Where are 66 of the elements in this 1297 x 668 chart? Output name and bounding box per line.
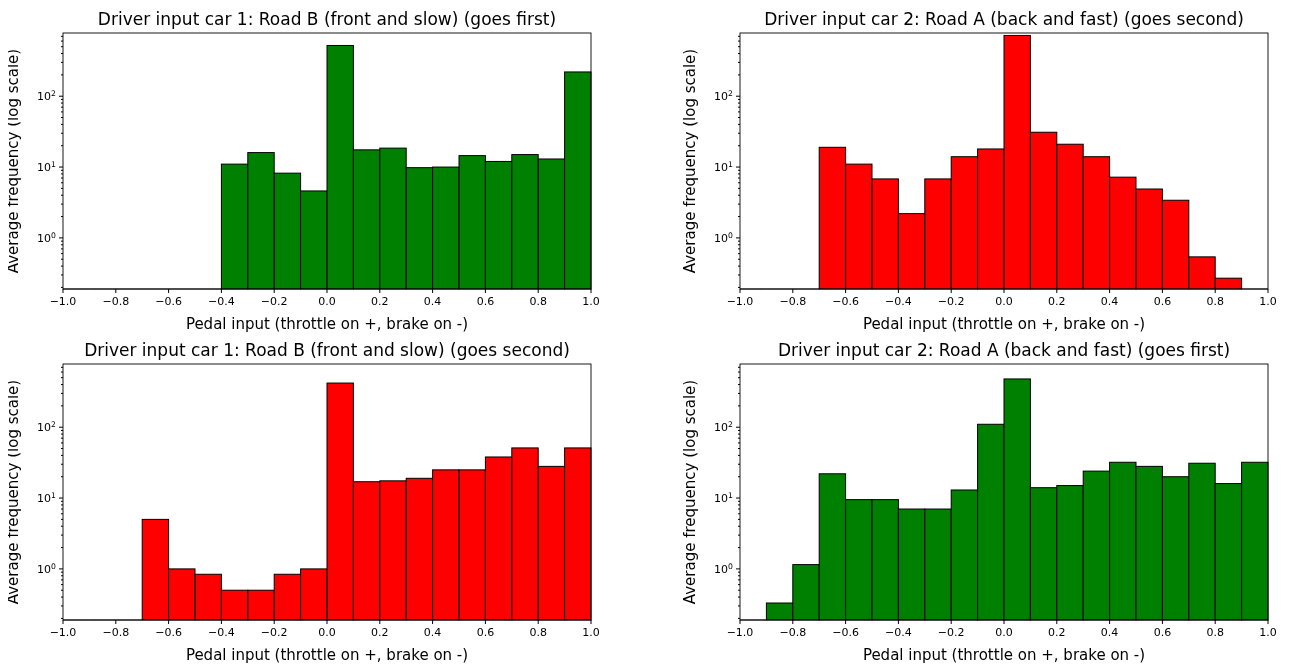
x-tick-label: 0.4	[423, 295, 442, 308]
x-tick-label: 0.8	[1206, 295, 1224, 308]
chart-title: Driver input car 1: Road B (front and slow) (goes second)	[84, 340, 570, 360]
x-tick-label: 0.4	[423, 626, 442, 639]
y-axis-title: Average frequency (log scale)	[681, 48, 699, 274]
x-axis-title: Pedal input (throttle on +, brake on -)	[862, 315, 1146, 333]
x-tick-label: 1.0	[1259, 626, 1277, 639]
x-tick-label: −0.6	[155, 626, 182, 639]
x-tick-label: −0.4	[885, 626, 912, 639]
x-tick-label: 0.0	[318, 626, 336, 639]
x-tick-label: 0.6	[1153, 626, 1172, 639]
x-tick-label: 0.2	[1048, 295, 1066, 308]
x-tick-label: −0.4	[208, 626, 235, 639]
x-tick-label: 0.0	[995, 626, 1013, 639]
y-tick-label: 10$^{0}$	[714, 561, 734, 576]
x-tick-label: 1.0	[582, 295, 600, 308]
x-tick-label: −0.6	[155, 295, 182, 308]
y-tick-label: 10$^{1}$	[37, 159, 57, 174]
x-tick-label: 0.4	[1100, 295, 1119, 308]
x-tick-label: 0.6	[1153, 295, 1172, 308]
x-tick-label: 0.6	[476, 295, 495, 308]
x-axis-title: Pedal input (throttle on +, brake on -)	[185, 315, 469, 333]
y-tick-label: 10$^{1}$	[714, 490, 734, 505]
x-tick-label: −0.2	[937, 295, 965, 308]
x-tick-label: −0.2	[260, 626, 288, 639]
x-tick-label: −0.2	[937, 626, 965, 639]
x-tick-label: −0.4	[208, 295, 235, 308]
y-tick-label: 10$^{0}$	[37, 561, 57, 576]
x-tick-label: −1.0	[49, 295, 77, 308]
x-tick-label: −0.8	[779, 626, 807, 639]
y-tick-label: 10$^{2}$	[714, 419, 734, 435]
y-tick-label: 10$^{2}$	[37, 88, 57, 104]
x-tick-label: −0.8	[102, 626, 130, 639]
x-tick-label: 0.8	[529, 626, 547, 639]
x-tick-label: 0.4	[1100, 626, 1119, 639]
x-tick-label: −0.6	[832, 626, 859, 639]
x-tick-label: −0.2	[260, 295, 288, 308]
x-tick-label: 0.2	[371, 295, 389, 308]
chart-title: Driver input car 2: Road A (back and fast) (goes first)	[777, 340, 1231, 360]
chart-title: Driver input car 2: Road A (back and fast) (goes second)	[764, 9, 1244, 29]
x-tick-label: −0.4	[885, 295, 912, 308]
x-tick-label: 0.8	[529, 295, 547, 308]
x-tick-label: 0.2	[1048, 626, 1066, 639]
x-tick-label: −1.0	[49, 626, 77, 639]
y-tick-label: 10$^{0}$	[714, 230, 734, 245]
x-axis-title: Pedal input (throttle on +, brake on -)	[185, 646, 469, 664]
chart-title: Driver input car 1: Road B (front and slow) (goes first)	[97, 9, 557, 29]
x-tick-label: 0.0	[995, 295, 1013, 308]
y-tick-label: 10$^{1}$	[714, 159, 734, 174]
x-tick-label: 1.0	[1259, 295, 1277, 308]
x-tick-label: 1.0	[582, 626, 600, 639]
x-tick-label: −0.8	[102, 295, 130, 308]
x-tick-label: −1.0	[726, 626, 754, 639]
y-tick-label: 10$^{2}$	[37, 419, 57, 435]
y-axis-title: Average frequency (log scale)	[681, 379, 699, 605]
x-tick-label: 0.2	[371, 626, 389, 639]
y-tick-label: 10$^{0}$	[37, 230, 57, 245]
x-tick-label: −0.8	[779, 295, 807, 308]
x-tick-label: −0.6	[832, 295, 859, 308]
y-tick-label: 10$^{1}$	[37, 490, 57, 505]
x-tick-label: 0.0	[318, 295, 336, 308]
x-tick-label: 0.6	[476, 626, 495, 639]
x-axis-title: Pedal input (throttle on +, brake on -)	[862, 646, 1146, 664]
y-tick-label: 10$^{2}$	[714, 88, 734, 104]
x-tick-label: 0.8	[1206, 626, 1224, 639]
x-tick-label: −1.0	[726, 295, 754, 308]
